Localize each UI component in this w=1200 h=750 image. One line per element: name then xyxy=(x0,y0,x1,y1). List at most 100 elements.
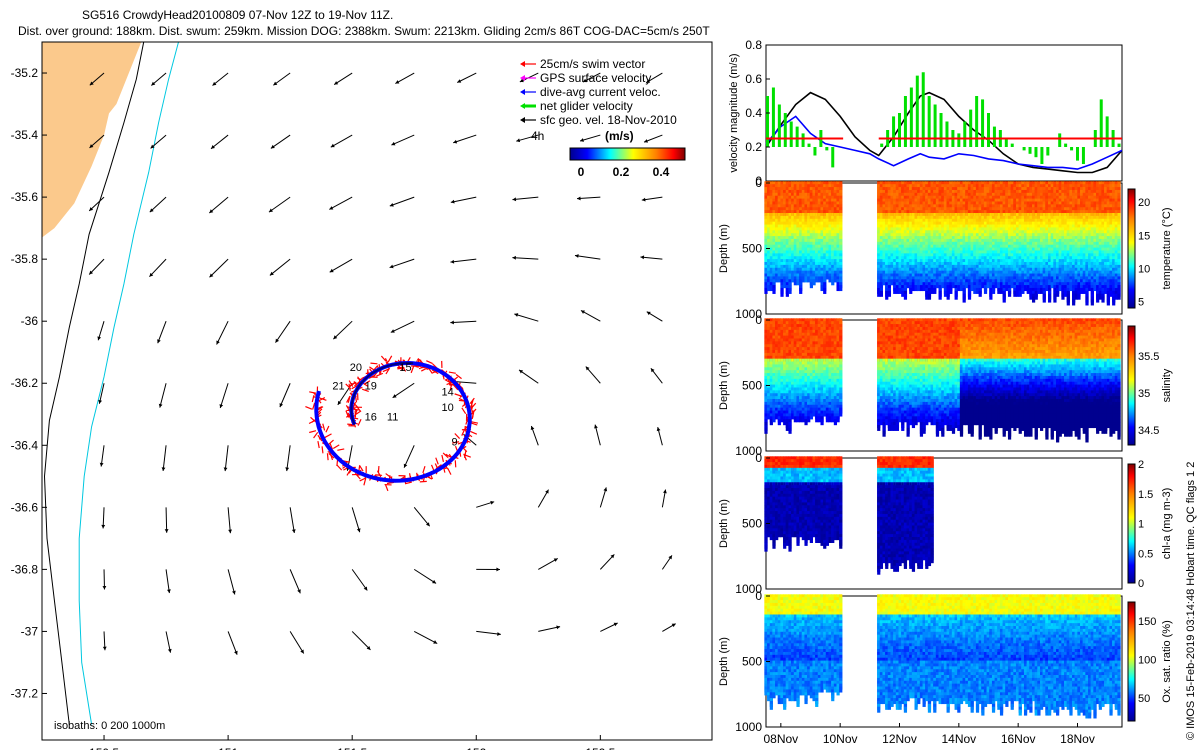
legend-arrow xyxy=(520,103,525,109)
current-arrow xyxy=(165,569,170,594)
current-arrow xyxy=(580,310,601,322)
current-arrow-head xyxy=(450,259,455,264)
swim-vector xyxy=(348,383,351,391)
current-arrow xyxy=(351,507,361,533)
current-arrow-head xyxy=(650,368,655,373)
current-arrow xyxy=(289,631,305,654)
current-arrow-head xyxy=(497,632,501,636)
profile-sample xyxy=(839,285,843,292)
current-arrow-head xyxy=(268,208,273,213)
legend-arrow xyxy=(520,89,525,95)
day-label: 19 xyxy=(365,380,377,392)
legend-label: net glider velocity xyxy=(540,99,633,113)
plot-title: SG516 CrowdyHead20100809 07-Nov 12Z to 1… xyxy=(82,8,394,22)
current-arrow-head xyxy=(496,567,500,572)
legend-arrow xyxy=(520,61,525,67)
current-arrow-head xyxy=(275,338,280,343)
x-tick-label: 152.5 xyxy=(585,746,615,750)
legend-note: 4h xyxy=(531,129,544,143)
current-arrow xyxy=(518,369,539,384)
swim-vector xyxy=(355,473,361,480)
current-arrow-head xyxy=(269,271,274,276)
swim-vector xyxy=(317,441,320,449)
day-label: 11 xyxy=(387,411,398,423)
profile-sample xyxy=(879,290,884,297)
swim-vector xyxy=(404,481,412,485)
swim-vector xyxy=(310,416,317,423)
swim-vector xyxy=(329,453,334,461)
current-arrow-head xyxy=(594,424,598,429)
day-label: 20 xyxy=(350,362,362,374)
current-arrow xyxy=(270,134,291,149)
land-polygon xyxy=(42,42,142,238)
current-arrow xyxy=(289,569,301,594)
current-arrow-head xyxy=(574,254,579,258)
swim-vector xyxy=(470,422,478,426)
current-arrow xyxy=(512,196,539,201)
current-arrow xyxy=(330,134,353,148)
current-arrow xyxy=(162,445,167,472)
profile-sample xyxy=(927,293,932,300)
current-arrow-head xyxy=(457,79,462,83)
current-arrow-head xyxy=(580,310,585,314)
current-arrow xyxy=(149,258,167,278)
current-arrow xyxy=(512,257,539,260)
current-arrow-head xyxy=(453,139,458,144)
profile-sample xyxy=(1053,296,1057,303)
day-label: 21 xyxy=(332,380,344,392)
swim-vector xyxy=(305,406,313,410)
profile-sample xyxy=(1034,293,1038,300)
profile-sample xyxy=(967,293,972,300)
swim-vector xyxy=(359,477,367,482)
current-arrow-head xyxy=(390,329,395,333)
current-arrow xyxy=(88,258,105,275)
swim-vector xyxy=(376,470,382,478)
current-arrow xyxy=(159,383,167,408)
current-arrow xyxy=(224,445,229,472)
profile-sample xyxy=(772,287,776,294)
y-tick-label: -36.4 xyxy=(11,438,39,452)
current-arrow-head xyxy=(641,197,646,202)
current-arrow-head xyxy=(89,207,94,211)
current-arrow xyxy=(268,196,291,213)
current-arrow-head xyxy=(553,558,558,562)
current-arrow-head xyxy=(389,264,394,269)
current-arrow-head xyxy=(279,403,284,408)
colorbar-tick: 0.2 xyxy=(613,165,630,179)
swim-vector xyxy=(470,430,478,435)
profile-sample xyxy=(949,287,953,294)
current-arrow xyxy=(209,258,229,278)
current-arrow-head xyxy=(101,524,106,529)
profile-sample xyxy=(1072,299,1076,306)
current-arrow xyxy=(538,626,561,632)
current-arrow-head xyxy=(333,335,338,340)
current-arrow-head xyxy=(656,427,661,432)
current-arrow-head xyxy=(613,622,618,627)
current-arrow-head xyxy=(219,404,224,408)
profile-sample xyxy=(780,290,784,297)
current-arrow xyxy=(102,507,105,529)
current-arrow-head xyxy=(329,206,334,210)
current-arrow-head xyxy=(291,529,296,533)
current-arrow-head xyxy=(392,394,397,398)
profile-sample xyxy=(954,293,958,300)
swim-vector xyxy=(470,421,479,424)
current-arrow xyxy=(227,569,236,595)
current-arrow-head xyxy=(209,273,214,278)
swim-vector xyxy=(311,395,315,403)
current-arrow xyxy=(165,631,171,653)
current-arrow-head xyxy=(450,199,455,204)
swim-vector xyxy=(336,464,343,471)
current-arrow-head xyxy=(297,589,301,594)
profile-sample xyxy=(788,287,792,294)
y-tick-label: -35.8 xyxy=(11,252,39,266)
profile-sample xyxy=(933,287,937,294)
profile-sample xyxy=(1048,296,1052,303)
swim-vector xyxy=(452,441,460,444)
current-arrow-head xyxy=(490,500,495,505)
swim-vector xyxy=(387,355,393,363)
swim-vector xyxy=(470,401,473,409)
current-arrow-head xyxy=(89,81,94,86)
current-arrow-head xyxy=(149,208,154,213)
